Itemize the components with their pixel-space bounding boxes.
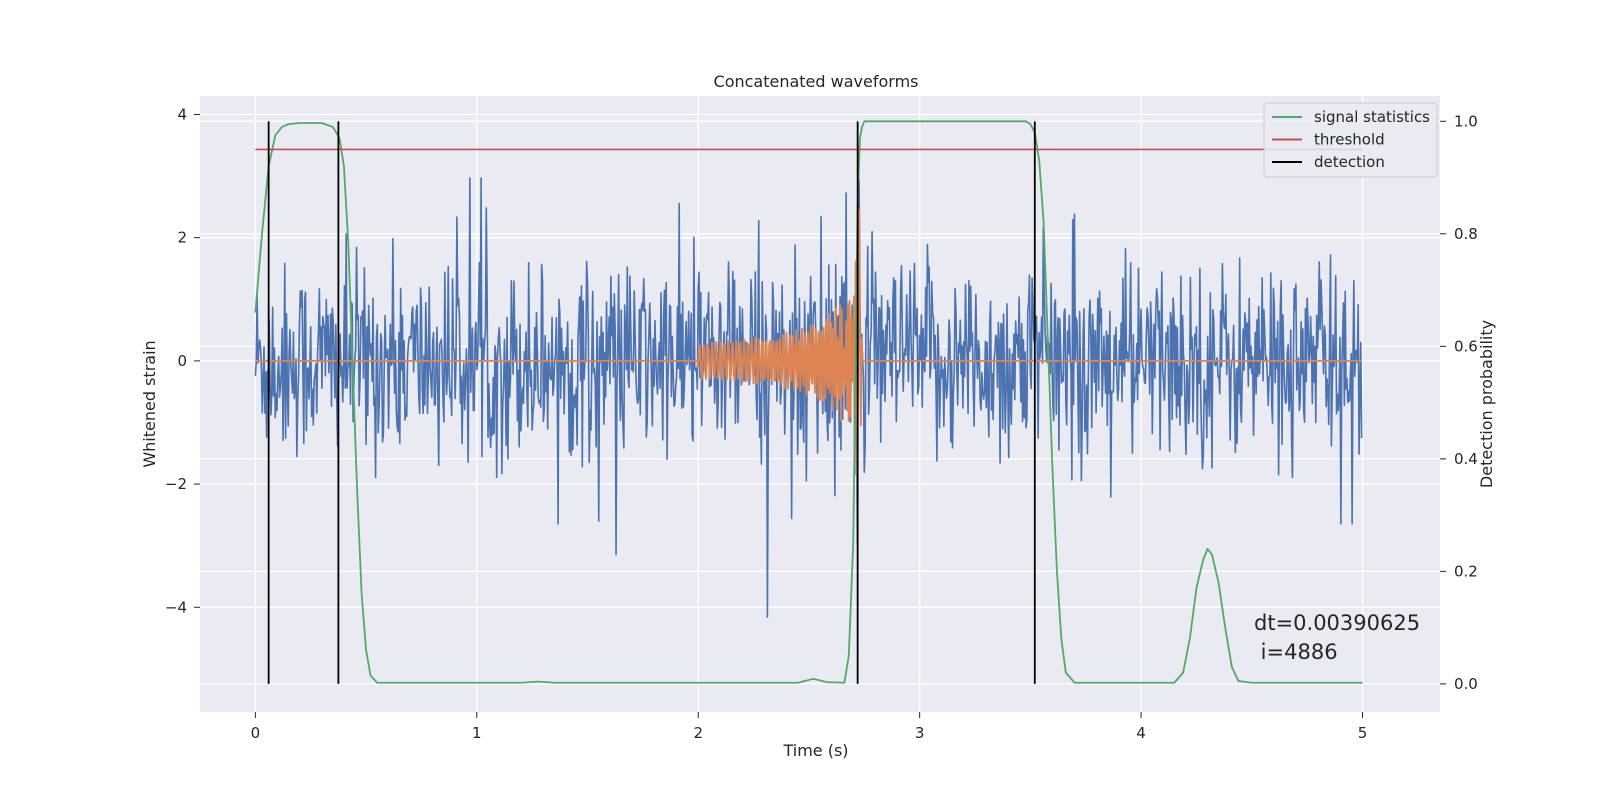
x-tick-label: 1 [472,724,482,742]
y-right-tick-label: 0.4 [1454,450,1478,468]
signal-statistics-line [254,120,1363,684]
annotation-dt: dt=0.00390625 [1254,611,1420,635]
axes: 0 1 2 3 4 5 −4 −2 0 2 4 0.0 0.2 0.4 0.6 0.8 1.0 [165,105,1478,742]
legend-label-0: signal statistics [1314,108,1430,126]
x-tick-label: 0 [251,724,261,742]
y-tick-label: −2 [165,475,187,493]
y-axis-label: Whitened strain [140,340,159,467]
y-right-tick-label: 0.6 [1454,337,1478,355]
y-right-tick-label: 0.2 [1454,562,1478,580]
y-tick-label: 4 [177,105,187,123]
y-right-tick-label: 0.0 [1454,675,1478,693]
y-right-tick-label: 0.8 [1454,225,1478,243]
y-axis-label-right: Detection probability [1477,320,1496,488]
x-tick-label: 5 [1358,724,1368,742]
legend-frame [1263,102,1438,178]
legend: signal statistics threshold detection [1263,102,1438,178]
strain-series [254,177,1363,618]
chart-title: Concatenated waveforms [714,72,919,91]
annotation-index: i=4886 [1254,640,1338,664]
y-right-tick-label: 1.0 [1454,112,1478,130]
x-tick-label: 2 [693,724,703,742]
legend-label-2: detection [1314,153,1385,171]
x-tick-label: 4 [1136,724,1146,742]
y-tick-label: 2 [177,229,187,247]
y-tick-label: −4 [165,598,187,616]
y-tick-label: 0 [177,352,187,370]
x-tick-label: 3 [915,724,925,742]
series-layer [254,120,1363,684]
x-axis-label: Time (s) [782,741,848,760]
legend-label-1: threshold [1314,131,1385,149]
template-series [255,209,1362,484]
